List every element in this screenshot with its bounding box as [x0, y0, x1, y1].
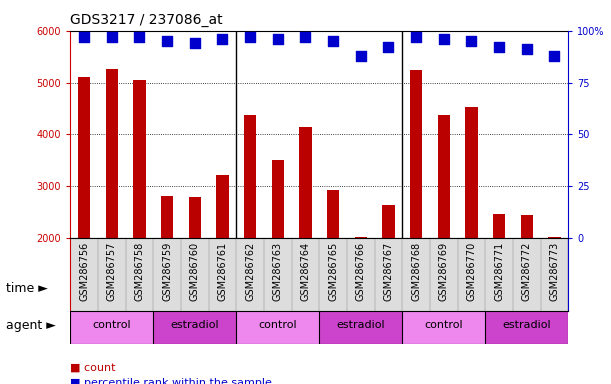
- Point: [356, 53, 365, 59]
- Text: estradiol: estradiol: [502, 320, 551, 331]
- Bar: [320, 307, 402, 344]
- Bar: [465, 108, 478, 342]
- Text: estradiol: estradiol: [170, 320, 219, 331]
- Text: GSM286761: GSM286761: [218, 242, 227, 301]
- Text: GSM286763: GSM286763: [273, 242, 283, 301]
- Point: [411, 34, 421, 40]
- Text: 48 h: 48 h: [471, 283, 499, 295]
- Text: GSM286757: GSM286757: [107, 242, 117, 301]
- Text: GSM286759: GSM286759: [162, 242, 172, 301]
- Text: GSM286773: GSM286773: [549, 242, 560, 301]
- Bar: [133, 80, 145, 342]
- Bar: [78, 78, 90, 342]
- Bar: [402, 307, 485, 344]
- Point: [190, 40, 200, 46]
- Point: [494, 44, 504, 50]
- Text: GSM286770: GSM286770: [466, 242, 477, 301]
- Text: GSM286771: GSM286771: [494, 242, 504, 301]
- Bar: [521, 215, 533, 342]
- Text: ■ percentile rank within the sample: ■ percentile rank within the sample: [70, 378, 272, 384]
- Text: 12 h: 12 h: [139, 283, 167, 295]
- Bar: [70, 271, 236, 307]
- Text: estradiol: estradiol: [337, 320, 385, 331]
- Bar: [548, 237, 561, 342]
- Bar: [299, 127, 312, 342]
- Text: GSM286768: GSM286768: [411, 242, 421, 301]
- Text: GSM286767: GSM286767: [384, 242, 393, 301]
- Point: [79, 34, 89, 40]
- Text: control: control: [258, 320, 297, 331]
- Text: GSM286769: GSM286769: [439, 242, 448, 301]
- Point: [522, 46, 532, 53]
- Bar: [216, 175, 229, 342]
- Text: GSM286760: GSM286760: [190, 242, 200, 301]
- Text: GSM286772: GSM286772: [522, 242, 532, 301]
- Bar: [244, 115, 256, 342]
- Bar: [106, 69, 118, 342]
- Bar: [189, 197, 201, 342]
- Bar: [236, 271, 402, 307]
- Point: [328, 38, 338, 44]
- Text: 24 h: 24 h: [306, 283, 333, 295]
- Bar: [382, 205, 395, 342]
- Bar: [236, 307, 320, 344]
- Text: GSM286758: GSM286758: [134, 242, 144, 301]
- Bar: [161, 195, 174, 342]
- Bar: [437, 115, 450, 342]
- Point: [162, 38, 172, 44]
- Text: GDS3217 / 237086_at: GDS3217 / 237086_at: [70, 13, 223, 27]
- Point: [467, 38, 477, 44]
- Bar: [354, 237, 367, 342]
- Point: [245, 34, 255, 40]
- Bar: [493, 214, 505, 342]
- Text: ■ count: ■ count: [70, 362, 115, 372]
- Text: control: control: [92, 320, 131, 331]
- Text: GSM286764: GSM286764: [301, 242, 310, 301]
- Text: control: control: [425, 320, 463, 331]
- Bar: [402, 271, 568, 307]
- Point: [549, 53, 559, 59]
- Text: GSM286765: GSM286765: [328, 242, 338, 301]
- Point: [134, 34, 144, 40]
- Text: agent ►: agent ►: [6, 319, 56, 332]
- Point: [273, 36, 283, 42]
- Text: GSM286762: GSM286762: [245, 242, 255, 301]
- Point: [107, 34, 117, 40]
- Point: [384, 44, 393, 50]
- Point: [218, 36, 227, 42]
- Point: [301, 34, 310, 40]
- Bar: [410, 70, 422, 342]
- Text: GSM286756: GSM286756: [79, 242, 89, 301]
- Text: time ►: time ►: [6, 283, 48, 295]
- Bar: [485, 307, 568, 344]
- Point: [439, 36, 448, 42]
- Text: GSM286766: GSM286766: [356, 242, 366, 301]
- Bar: [271, 161, 284, 342]
- Bar: [153, 307, 236, 344]
- Bar: [327, 190, 339, 342]
- Bar: [70, 307, 153, 344]
